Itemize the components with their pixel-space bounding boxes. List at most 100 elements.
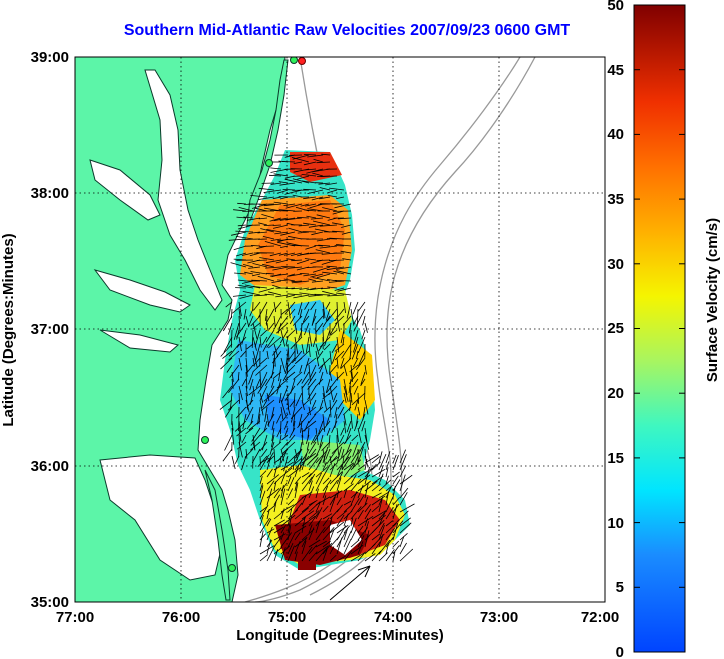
velocity-vector (266, 509, 270, 520)
velocity-vector (258, 287, 275, 293)
velocity-vector (299, 441, 303, 452)
colorbar-tick-labels: 50 45 40 35 30 25 20 15 10 5 0 (607, 0, 624, 659)
velocity-vector (280, 420, 282, 435)
velocity-vector (259, 392, 264, 403)
velocity-vector (241, 455, 247, 471)
velocity-vector (336, 336, 340, 353)
velocity-vector (248, 315, 254, 327)
velocity-vector (239, 294, 254, 299)
velocity-vector (322, 315, 331, 328)
velocity-vector (276, 413, 282, 424)
velocity-vector (336, 472, 344, 485)
velocity-vector (336, 357, 339, 369)
velocity-vector (315, 378, 324, 387)
colorbar-tick-label: 50 (607, 0, 624, 14)
velocity-vector (241, 329, 247, 345)
velocity-vector (228, 238, 247, 241)
velocity-vector (297, 231, 310, 234)
velocity-vector (350, 517, 354, 527)
velocity-vector (273, 466, 278, 478)
velocity-vector (284, 178, 303, 184)
velocity-vector (316, 238, 331, 242)
velocity-vector (392, 471, 400, 478)
velocity-vector (329, 508, 340, 520)
velocity-vector (244, 284, 261, 289)
velocity-vector (266, 229, 282, 233)
velocity-vector (364, 399, 369, 415)
velocity-vector (259, 530, 264, 548)
velocity-vector (252, 263, 268, 268)
velocity-vector (308, 441, 317, 454)
velocity-vector (355, 357, 366, 370)
velocity-vector (334, 245, 345, 247)
velocity-vector (262, 263, 275, 268)
velocity-vector (291, 280, 303, 283)
velocity-vector (315, 449, 328, 464)
velocity-vector (361, 329, 366, 340)
velocity-vector (343, 530, 352, 548)
velocity-vector (399, 454, 407, 471)
velocity-vector (245, 385, 248, 397)
velocity-vector (385, 475, 389, 485)
velocity-vector (252, 322, 261, 330)
velocity-vector (301, 473, 312, 485)
velocity-vector (337, 371, 345, 379)
velocity-vector (378, 512, 386, 520)
velocity-vector (243, 308, 247, 320)
x-tick-label: 76:00 (162, 609, 200, 626)
velocity-vector (322, 548, 328, 562)
velocity-vector (364, 496, 369, 506)
velocity-vector (281, 413, 289, 422)
colorbar-tick-label: 25 (607, 320, 624, 337)
velocity-vector (225, 301, 233, 308)
velocity-vector (273, 533, 286, 541)
velocity-vector (357, 406, 361, 416)
velocity-vector (322, 517, 330, 527)
velocity-vector (271, 427, 275, 442)
velocity-vector (328, 434, 331, 448)
velocity-vector (364, 322, 368, 333)
velocity-vector (329, 371, 333, 381)
velocity-vector (329, 496, 336, 513)
velocity-vector (318, 182, 331, 185)
velocity-vector (263, 392, 275, 402)
velocity-vector (314, 406, 324, 416)
velocity-vector (299, 287, 310, 290)
y-tick-label: 39:00 (31, 49, 69, 66)
velocity-vector (350, 528, 357, 541)
velocity-vector (265, 329, 275, 343)
velocity-vector (273, 201, 289, 205)
velocity-vector (307, 371, 317, 386)
velocity-vector (250, 195, 268, 198)
velocity-vector (233, 322, 240, 340)
velocity-vector (273, 519, 285, 527)
velocity-vector (334, 203, 352, 209)
velocity-vector (248, 385, 261, 396)
velocity-vector (249, 308, 254, 317)
velocity-vector (273, 537, 282, 548)
velocity-vector (311, 280, 324, 283)
velocity-vector (349, 350, 352, 360)
velocity-vector (236, 427, 247, 437)
velocity-vector (329, 492, 338, 506)
velocity-vector (259, 371, 262, 390)
velocity-vector (282, 161, 296, 163)
velocity-vector (343, 392, 347, 403)
velocity-vector (331, 420, 338, 433)
velocity-vector (253, 286, 268, 289)
velocity-vector (308, 413, 317, 424)
velocity-vector (270, 238, 282, 241)
velocity-vector (246, 343, 254, 350)
velocity-vector (284, 371, 296, 381)
velocity-vector (392, 497, 401, 506)
velocity-vector (259, 399, 264, 416)
velocity-vector (326, 266, 345, 271)
velocity-vector (306, 406, 317, 415)
velocity-vector (301, 476, 313, 492)
velocity-vector (273, 487, 282, 499)
velocity-vector (290, 252, 303, 256)
velocity-vector (255, 207, 268, 212)
velocity-vector (329, 385, 334, 400)
velocity-vector (266, 526, 273, 541)
velocity-vector (288, 350, 296, 360)
